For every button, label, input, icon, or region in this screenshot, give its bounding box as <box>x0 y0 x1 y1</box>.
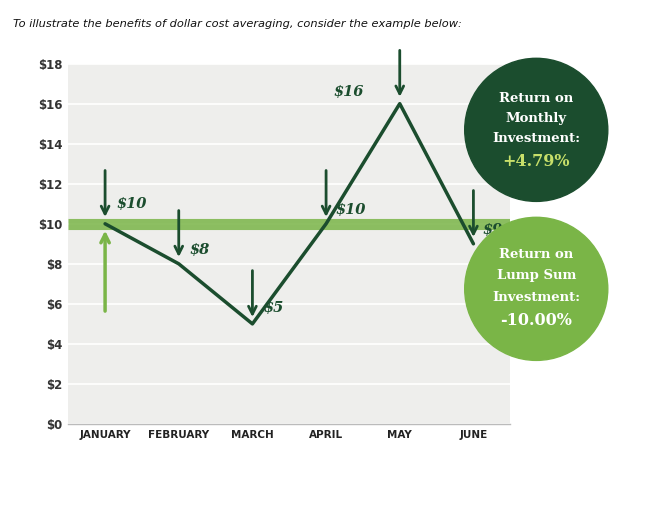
Text: $8: $8 <box>190 243 210 257</box>
Text: Monthly Investment Average Unit Cost: $8.59: Monthly Investment Average Unit Cost: $8… <box>25 508 298 521</box>
Circle shape <box>465 58 608 201</box>
Text: Monthly Investment: $10,000: Monthly Investment: $10,000 <box>25 482 201 495</box>
Text: +4.79%: +4.79% <box>502 153 570 170</box>
Text: $10: $10 <box>116 197 146 211</box>
Text: John:: John: <box>337 456 376 469</box>
Text: -10.00%: -10.00% <box>500 312 572 329</box>
Text: $16: $16 <box>333 85 364 99</box>
Text: Monthly: Monthly <box>506 112 567 125</box>
Text: Lump Sum Investment: $60,000: Lump Sum Investment: $60,000 <box>337 482 528 495</box>
Text: To illustrate the benefits of dollar cost averaging, consider the example below:: To illustrate the benefits of dollar cos… <box>13 19 462 29</box>
Text: $9: $9 <box>482 223 502 237</box>
Text: Return on: Return on <box>499 248 573 261</box>
Text: $10: $10 <box>335 203 365 217</box>
Text: Investment:: Investment: <box>492 132 580 145</box>
Text: Lump Sum: Lump Sum <box>497 269 576 282</box>
Text: $5: $5 <box>263 301 283 315</box>
Text: Investment:: Investment: <box>492 291 580 304</box>
Text: Return on: Return on <box>499 92 573 105</box>
Circle shape <box>465 217 608 360</box>
Text: Lump Sum Average Unit Cost: $10.00: Lump Sum Average Unit Cost: $10.00 <box>337 508 563 521</box>
Text: Sally:: Sally: <box>25 456 66 469</box>
